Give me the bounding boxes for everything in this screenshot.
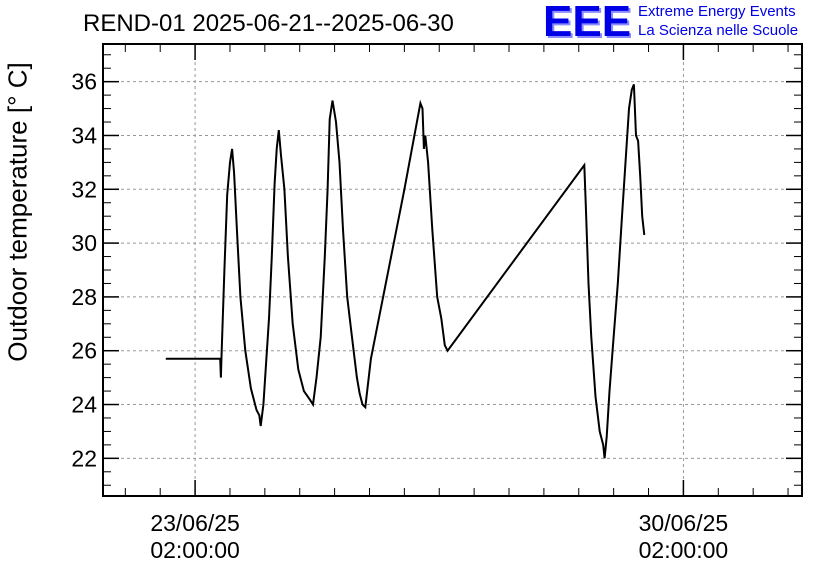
grid xyxy=(103,44,802,496)
y-tick-label: 30 xyxy=(71,230,97,256)
ticks xyxy=(103,44,802,496)
logo-caption: Extreme Energy Events La Scienza nelle S… xyxy=(638,2,798,40)
logo-line1: Extreme Energy Events xyxy=(638,3,796,20)
eee-logo: EEE EEE xyxy=(543,0,631,44)
x-tick-date-label: 23/06/25 xyxy=(150,510,240,536)
y-tick-label: 32 xyxy=(71,176,97,202)
y-tick-label: 22 xyxy=(71,445,97,471)
x-tick-date-label: 30/06/25 xyxy=(639,510,729,536)
y-tick-label: 36 xyxy=(71,69,97,95)
series-line xyxy=(165,84,646,459)
logo-letters: EEE xyxy=(543,0,631,44)
tick-labels: 222426283032343623/06/2502:00:0030/06/25… xyxy=(71,69,728,563)
logo-line2: La Scienza nelle Scuole xyxy=(638,22,799,39)
x-tick-time-label: 02:00:00 xyxy=(639,537,729,563)
chart-title: REND-01 2025-06-21--2025-06-30 xyxy=(83,10,454,37)
y-tick-label: 26 xyxy=(71,338,97,364)
x-tick-time-label: 02:00:00 xyxy=(150,537,240,563)
y-tick-label: 28 xyxy=(71,284,97,310)
logo-shadow: EEE xyxy=(545,0,631,44)
y-tick-label: 34 xyxy=(71,122,97,148)
plot-frame xyxy=(102,43,803,497)
y-tick-label: 24 xyxy=(71,392,97,418)
